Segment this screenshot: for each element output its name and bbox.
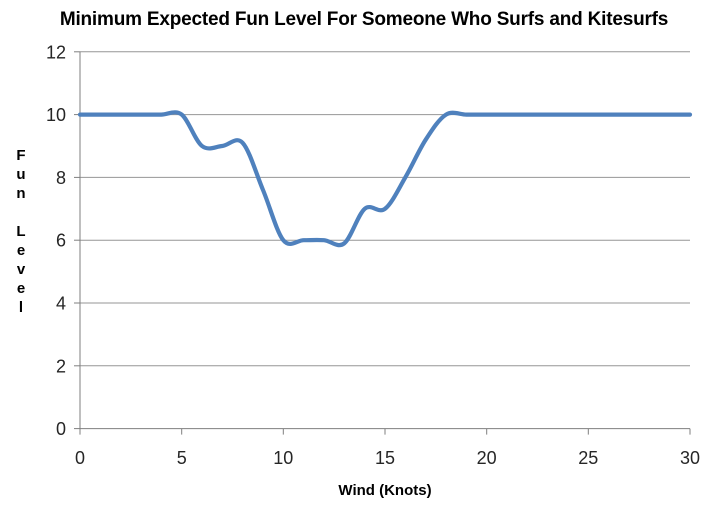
- x-tick-label: 30: [680, 448, 700, 468]
- y-axis-title: F u n L e v e l: [16, 147, 26, 316]
- x-axis-title: Wind (Knots): [338, 482, 432, 499]
- x-tick-label: 10: [273, 448, 293, 468]
- y-tick-labels: 0 2 4 6 8 10 12: [46, 42, 66, 439]
- x-tick-label: 20: [477, 448, 497, 468]
- fun-level-series-line: [77, 110, 693, 248]
- y-tick-label: 12: [46, 42, 66, 62]
- y-tick-label: 4: [56, 294, 66, 314]
- x-tick-label: 5: [177, 448, 187, 468]
- y-tick-label: 6: [56, 231, 66, 251]
- x-tick-label: 25: [578, 448, 598, 468]
- tick-marks: [74, 51, 691, 435]
- y-tick-label: 8: [56, 168, 66, 188]
- y-tick-label: 2: [56, 356, 66, 376]
- chart-title: Minimum Expected Fun Level For Someone W…: [59, 9, 669, 30]
- x-tick-label: 0: [75, 448, 85, 468]
- x-tick-labels: 0 5 10 15 20 25 30: [75, 448, 700, 468]
- x-tick-label: 15: [375, 448, 395, 468]
- y-tick-label: 10: [46, 105, 66, 125]
- y-tick-label: 0: [56, 419, 66, 439]
